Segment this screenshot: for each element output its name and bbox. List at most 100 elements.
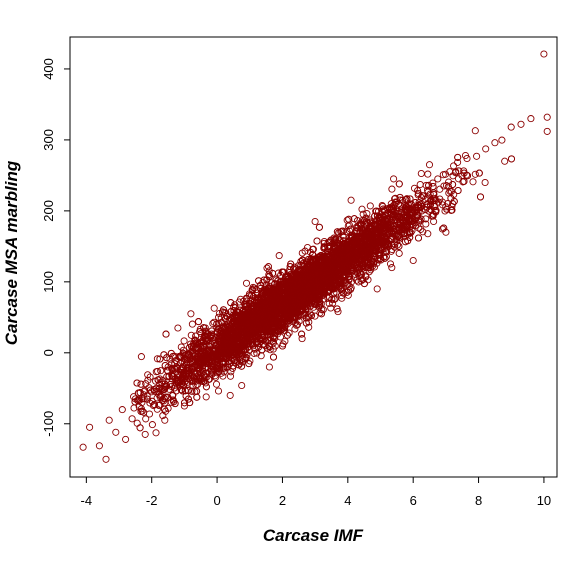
- data-point: [164, 404, 172, 412]
- data-point: [159, 412, 167, 420]
- data-point: [407, 200, 415, 208]
- data-point: [202, 393, 210, 401]
- data-point: [215, 313, 223, 321]
- data-point: [417, 225, 425, 233]
- data-point: [353, 224, 361, 232]
- data-point: [189, 343, 197, 351]
- data-point: [238, 381, 246, 390]
- data-point: [146, 399, 154, 407]
- data-point: [130, 393, 138, 401]
- data-point: [436, 185, 444, 193]
- data-point: [177, 343, 185, 351]
- data-point: [162, 330, 170, 338]
- data-point: [425, 207, 433, 215]
- data-point: [365, 268, 373, 276]
- data-point: [185, 344, 193, 352]
- data-point: [363, 210, 371, 218]
- data-point: [186, 399, 194, 407]
- data-point: [306, 310, 315, 318]
- data-point: [345, 287, 353, 295]
- data-point: [391, 194, 399, 202]
- data-point: [358, 205, 366, 213]
- data-point: [395, 200, 403, 208]
- data-point: [311, 312, 319, 320]
- data-point: [298, 249, 306, 257]
- data-point: [395, 249, 403, 257]
- data-point: [205, 346, 213, 354]
- data-point: [148, 421, 156, 429]
- data-point: [372, 207, 380, 215]
- data-point: [248, 291, 256, 299]
- data-point: [264, 263, 273, 271]
- data-point: [343, 288, 351, 296]
- data-point: [445, 178, 453, 186]
- data-point: [192, 344, 200, 352]
- data-point: [482, 145, 490, 153]
- data-point: [305, 323, 313, 331]
- data-point: [359, 275, 367, 284]
- data-point: [255, 277, 263, 285]
- data-point: [285, 329, 293, 337]
- data-point: [417, 169, 425, 178]
- points-layer: [79, 50, 551, 463]
- data-point: [160, 394, 168, 403]
- data-point: [460, 167, 468, 175]
- data-point: [280, 268, 288, 276]
- data-point: [396, 201, 404, 209]
- data-point: [193, 362, 201, 370]
- data-point: [292, 321, 300, 329]
- data-point: [473, 152, 481, 160]
- data-point: [338, 294, 346, 302]
- data-point: [406, 195, 414, 203]
- data-point: [329, 299, 337, 307]
- data-point: [345, 270, 353, 278]
- data-point: [395, 242, 403, 250]
- data-point: [156, 355, 164, 363]
- data-point: [434, 175, 442, 183]
- data-point: [160, 405, 168, 413]
- data-point: [415, 224, 423, 232]
- data-point: [221, 314, 230, 323]
- data-point: [269, 353, 278, 361]
- data-point: [269, 339, 278, 347]
- data-point: [440, 224, 448, 232]
- data-point: [227, 308, 235, 316]
- data-point: [187, 331, 195, 339]
- data-point: [395, 180, 403, 188]
- data-point: [237, 295, 245, 303]
- data-point: [438, 198, 446, 206]
- data-point: [392, 231, 400, 239]
- data-point: [250, 349, 258, 357]
- data-point: [131, 398, 139, 406]
- data-point: [336, 236, 344, 244]
- data-point: [152, 368, 160, 376]
- data-point: [245, 346, 253, 354]
- data-point: [212, 380, 221, 388]
- data-point: [188, 320, 196, 328]
- data-point: [238, 358, 246, 366]
- data-point: [446, 187, 454, 195]
- data-point: [271, 280, 279, 288]
- data-point: [422, 215, 430, 223]
- data-point: [133, 379, 141, 387]
- data-point: [406, 215, 414, 224]
- data-point: [424, 230, 432, 238]
- data-point: [137, 353, 145, 361]
- data-point: [303, 260, 311, 269]
- data-point: [369, 262, 377, 270]
- data-point: [449, 180, 457, 189]
- data-point: [384, 209, 392, 217]
- data-point: [280, 282, 288, 290]
- data-point: [360, 280, 368, 288]
- data-point: [226, 372, 235, 380]
- data-point: [136, 424, 144, 432]
- data-point: [429, 179, 437, 187]
- data-point: [313, 237, 321, 245]
- data-point: [320, 243, 329, 251]
- data-point: [392, 215, 400, 223]
- data-point: [376, 254, 384, 263]
- data-point: [417, 193, 425, 202]
- data-point: [475, 169, 483, 177]
- data-point: [190, 374, 198, 382]
- data-point: [180, 399, 189, 407]
